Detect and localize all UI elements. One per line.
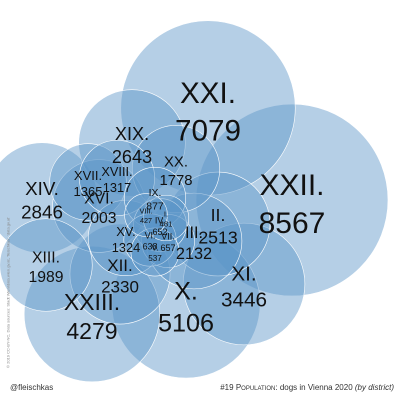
district-value-v: 537 [148,254,162,263]
bubble-district-xviii [79,140,155,216]
bubble-district-iii [145,192,243,290]
district-label-xi: XI. [231,262,256,285]
district-label-iv: IV. [155,215,165,225]
district-label-xv: XV. [116,224,135,239]
district-value-xii: 2330 [101,278,139,297]
district-value-xxiii: 4279 [66,318,117,344]
district-value-vii: 657 [160,243,175,253]
bubble-district-xiv [0,142,98,254]
bubble-district-xii [69,223,171,325]
bubble-district-xix [78,89,186,197]
district-value-xxii: 8567 [259,207,326,240]
district-label-xiii: XIII. [32,249,60,266]
district-label-ii: II. [211,205,226,225]
title-main: : dogs in Vienna 2020 [275,383,355,392]
district-value-xvi: 2003 [81,210,116,227]
district-value-iii: 2132 [176,245,212,263]
district-label-viii: VIII. [140,207,153,216]
author-handle: @fleischkas [10,383,54,392]
chart-title: #19 Population: dogs in Vienna 2020 (by … [220,383,394,392]
district-value-xvii: 1365 [74,184,103,199]
district-label-xii: XII. [107,256,133,275]
title-topic: Population [235,383,276,392]
bubble-district-vi [123,213,177,267]
bubble-district-ii [165,171,271,277]
district-label-xiv: XIV. [25,178,59,199]
district-label-xxiii: XXIII. [64,289,120,315]
district-value-xviii: 1317 [103,180,131,195]
bubble-district-xiii [0,218,93,312]
district-value-xv: 1324 [112,240,141,255]
district-value-x: 5106 [158,310,214,338]
title-qualifier: (by district) [354,383,394,392]
district-value-ix: 877 [146,201,164,212]
data-source-credit: © 2019 CC-BY-NC, Data sources: Stadt Wie… [5,217,11,368]
bubble-district-xxiii [23,245,161,383]
bubble-district-xvi [52,159,146,253]
district-value-xiv: 2846 [21,202,63,223]
bubble-district-viii [124,193,168,237]
district-value-iv: 652 [152,227,167,237]
district-value-xi: 3446 [221,289,267,312]
district-value-xiii: 1989 [29,269,64,286]
title-prefix: #19 [220,383,236,392]
district-value-viii: 427 [140,216,152,225]
district-label-xxii: XXII. [259,169,324,202]
district-label-vii: VII. [161,231,175,241]
district-label-vi: VI. [145,230,156,240]
bubble-district-xi [182,222,306,346]
district-value-xx: 1778 [159,173,192,189]
district-label-xix: XIX. [115,124,149,144]
district-label-i: I. [164,210,168,219]
bubble-district-xvii [49,143,127,221]
district-label-xx: XX. [164,154,188,170]
district-value-xxi: 7079 [175,114,241,147]
district-label-x: X. [174,278,198,306]
district-label-ix: IX. [149,188,162,199]
bubble-district-v [130,227,180,277]
district-value-vi: 638 [143,242,158,252]
bubble-district-i [142,194,190,242]
district-value-xix: 2643 [112,147,152,167]
bubble-district-xv [87,199,165,277]
district-value-ii: 2513 [198,227,237,247]
district-label-xviii: XVIII. [101,164,132,179]
district-label-xvi: XVI. [84,190,114,207]
district-label-v: V. [152,244,159,253]
district-label-iii: III. [185,224,203,242]
district-value-i: 481 [160,219,173,228]
district-label-xvii: XVII. [74,168,102,183]
district-label-xxi: XXI. [180,77,236,110]
bubble-district-xxii [195,103,389,297]
bubble-district-xx [131,124,221,214]
